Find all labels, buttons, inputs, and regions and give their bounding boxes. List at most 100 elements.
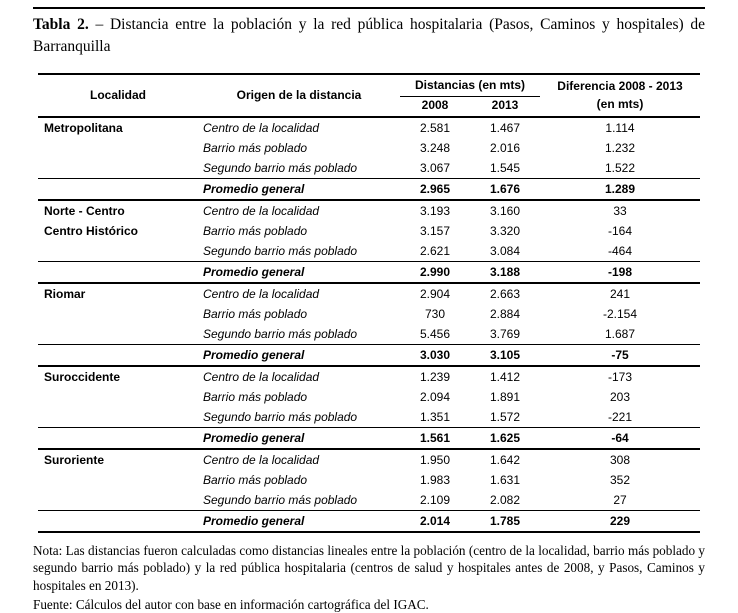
diferencia-cell: -75 [611,348,629,363]
localidad-cell [38,407,198,428]
origen-cell: Centro de la localidad [203,370,320,385]
promedio-label-cell: Promedio general [203,348,305,363]
origen-cell: Barrio más poblado [203,224,308,239]
distancia-2013-cell: 1.631 [489,473,521,488]
distancia-2013-cell: 3.188 [489,265,521,280]
distancia-2013-cell: 2.082 [489,493,521,508]
table-row: Segundo barrio más poblado 2.109 2.082 27 [38,490,700,511]
distancia-2013-cell: 1.625 [489,431,521,446]
promedio-row: Promedio general 2.965 1.676 1.289 [38,178,700,201]
localidad-cell: Suroccidente [44,370,121,385]
distancia-2013-cell: 3.084 [489,244,521,259]
header-year-2008: 2008 [421,97,449,112]
distancia-2008-cell: 2.109 [419,493,451,508]
header-diferencia-line1: Diferencia 2008 - 2013 [557,79,683,94]
header-year-2013: 2013 [491,97,519,112]
header-row-2: 2008 2013 [38,96,700,117]
promedio-row: Promedio general 2.990 3.188 -198 [38,261,700,284]
origen-cell: Barrio más poblado [203,307,308,322]
table-row: Segundo barrio más poblado 1.351 1.572 -221 [38,407,700,428]
diferencia-cell: 1.289 [604,182,636,197]
localidad-cell [38,324,198,345]
distancia-2008-cell: 2.904 [419,287,451,302]
top-rule [33,7,705,9]
header-diferencia: Diferencia 2008 - 2013 (en mts) [540,74,700,117]
table-source: Fuente: Cálculos del autor con base en i… [33,596,429,612]
table-body: Metropolitana Centro de la localidad 2.581… [38,117,700,533]
diferencia-cell: -2.154 [602,307,638,322]
localidad-cell [38,387,198,407]
localidad-cell: Suroriente [44,453,105,468]
promedio-label-cell: Promedio general [203,182,305,197]
distancia-2013-cell: 2.663 [489,287,521,302]
distancia-2013-cell: 1.676 [489,182,521,197]
table-row: Riomar Centro de la localidad 2.904 2.663 24… [38,283,700,304]
origen-cell: Segundo barrio más poblado [203,327,358,342]
distancia-2013-cell: 2.016 [489,141,521,156]
diferencia-cell: -221 [607,410,633,425]
header-distancias: Distancias (en mts) [400,74,540,97]
distancia-2008-cell: 2.014 [419,514,451,529]
diferencia-cell: 33 [613,204,627,219]
distancia-2013-cell: 1.545 [489,161,521,176]
caption-text: – Distancia entre la población y la red … [33,16,706,55]
origen-cell: Barrio más poblado [203,390,308,405]
diferencia-cell: -173 [607,370,633,385]
header-origen: Origen de la distancia [236,87,362,102]
table-note: Nota: Las distancias fueron calculadas c… [33,543,705,593]
table-row: Segundo barrio más poblado 2.621 3.084 -464 [38,241,700,262]
localidad-cell [38,490,198,511]
promedio-row: Promedio general 1.561 1.625 -64 [38,427,700,450]
promedio-label-cell: Promedio general [203,514,305,529]
table-caption: Tabla 2. – Distancia entre la población … [33,14,705,58]
header-localidad: Localidad [89,87,146,102]
localidad-cell: Norte - Centro [44,204,125,219]
diferencia-cell: 1.522 [604,161,636,176]
localidad-cell [38,158,198,179]
diferencia-cell: -64 [611,431,629,446]
promedio-row: Promedio general 2.014 1.785 229 [38,510,700,533]
localidad-cell: Metropolitana [44,121,123,136]
diferencia-cell: -198 [607,265,633,280]
origen-cell: Centro de la localidad [203,121,320,136]
origen-cell: Centro de la localidad [203,287,320,302]
origen-cell: Segundo barrio más poblado [203,244,358,259]
table-row: Suroccidente Centro de la localidad 1.239 1… [38,366,700,387]
localidad-cell [38,304,198,324]
distancia-2008-cell: 1.950 [419,453,451,468]
origen-cell: Barrio más poblado [203,141,308,156]
localidad-cell [38,428,198,450]
distancia-2013-cell: 1.467 [489,121,521,136]
table-head: Localidad Origen de la distancia Distanc… [38,74,700,118]
distancia-2008-cell: 2.965 [419,182,451,197]
promedio-label-cell: Promedio general [203,431,305,446]
promedio-row: Promedio general 3.030 3.105 -75 [38,344,700,367]
localidad-cell [38,138,198,158]
origen-cell: Segundo barrio más poblado [203,493,358,508]
table-row: Segundo barrio más poblado 3.067 1.545 1.52… [38,158,700,179]
distancia-2008-cell: 1.561 [419,431,451,446]
distancia-2013-cell: 2.884 [489,307,521,322]
distancia-2008-cell: 2.094 [419,390,451,405]
distancia-2008-cell: 5.456 [419,327,451,342]
localidad-cell [38,511,198,533]
distancia-2008-cell: 3.030 [419,348,451,363]
localidad-cell [38,345,198,367]
distancia-2013-cell: 1.785 [489,514,521,529]
distancia-2013-cell: 1.572 [489,410,521,425]
localidad-cell [38,241,198,262]
promedio-label-cell: Promedio general [203,265,305,280]
diferencia-cell: 229 [609,514,631,529]
distancia-2008-cell: 1.983 [419,473,451,488]
distancia-2013-cell: 3.160 [489,204,521,219]
diferencia-cell: 241 [609,287,631,302]
table-row: Barrio más poblado 730 2.884 -2.154 [38,304,700,324]
localidad-cell: Centro Histórico [44,224,139,239]
origen-cell: Segundo barrio más poblado [203,410,358,425]
diferencia-cell: -164 [607,224,633,239]
localidad-cell [38,470,198,490]
distancia-2008-cell: 3.067 [419,161,451,176]
header-diferencia-line2: (en mts) [596,96,644,111]
distancia-2008-cell: 3.193 [419,204,451,219]
